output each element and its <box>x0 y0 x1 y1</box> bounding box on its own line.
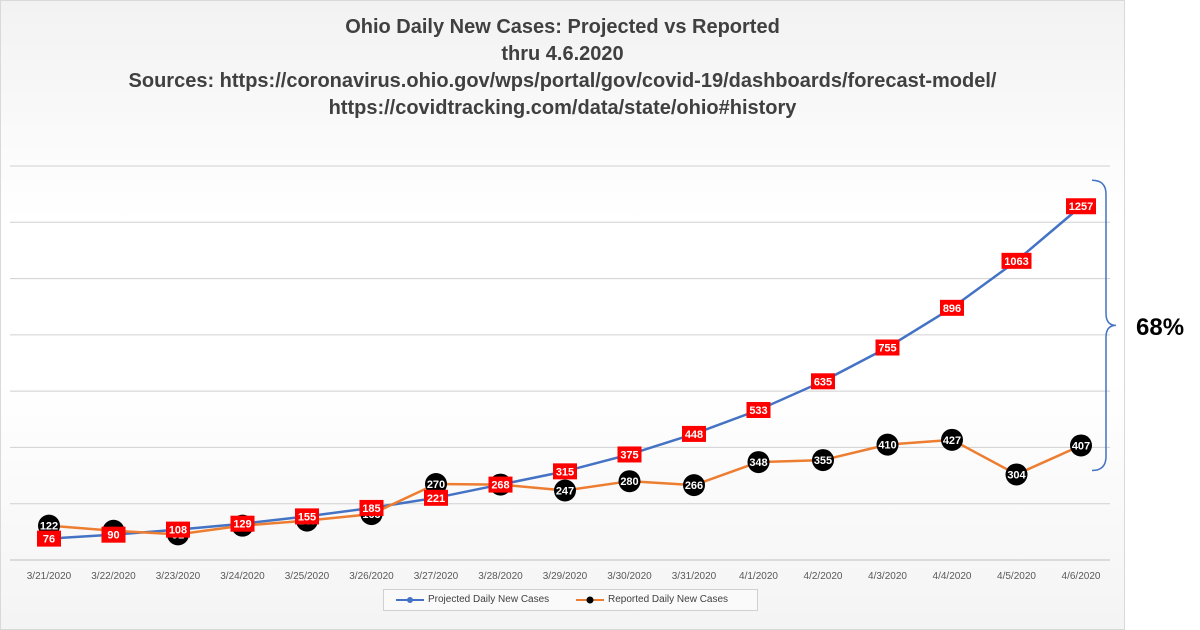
reported-data-label: 247 <box>556 485 574 497</box>
projected-label-box <box>37 530 61 547</box>
x-tick-label: 3/31/2020 <box>672 571 717 582</box>
reported-point <box>941 428 963 451</box>
projected-label-box <box>230 515 255 532</box>
projected-label-box <box>359 499 384 516</box>
reported-point <box>747 451 770 474</box>
projected-data-label: 896 <box>943 303 961 315</box>
projected-label-box <box>811 373 835 390</box>
projected-data-label: 315 <box>556 466 574 478</box>
projected-label-box <box>617 446 642 463</box>
projected-label-box <box>553 463 577 480</box>
chart-title: Ohio Daily New Cases: Projected vs Repor… <box>0 14 1125 122</box>
percent-annotation: 68% <box>1136 314 1185 341</box>
projected-label-box <box>424 489 448 506</box>
x-tick-label: 3/26/2020 <box>349 571 394 582</box>
x-tick-label: 3/21/2020 <box>27 571 72 582</box>
x-tick-label: 3/27/2020 <box>414 571 459 582</box>
projected-data-label: 90 <box>107 530 119 542</box>
projected-label-box <box>101 526 126 543</box>
x-tick-label: 4/2/2020 <box>804 571 843 582</box>
projected-label-box <box>940 299 964 316</box>
title-line-4: https://covidtracking.com/data/state/ohi… <box>328 97 797 119</box>
projected-label-box <box>746 401 771 418</box>
x-tick-label: 3/30/2020 <box>607 571 652 582</box>
x-tick-label: 4/1/2020 <box>739 571 778 582</box>
title-line-2: thru 4.6.2020 <box>501 43 624 65</box>
projected-data-label: 375 <box>620 449 638 461</box>
reported-point <box>812 449 834 472</box>
x-tick-label: 3/23/2020 <box>156 571 201 582</box>
x-tick-label: 3/29/2020 <box>543 571 588 582</box>
reported-data-label: 348 <box>749 457 767 469</box>
projected-label-box <box>488 476 513 493</box>
projected-label-box <box>875 339 900 356</box>
x-tick-label: 3/28/2020 <box>478 571 523 582</box>
title-line-1: Ohio Daily New Cases: Projected vs Repor… <box>345 16 780 38</box>
legend-label-projected: Projected Daily New Cases <box>428 594 550 605</box>
x-tick-label: 4/5/2020 <box>997 571 1036 582</box>
reported-point <box>1005 463 1028 486</box>
x-tick-label: 3/25/2020 <box>285 571 330 582</box>
reported-point <box>1070 434 1092 457</box>
projected-data-label: 1063 <box>1004 256 1028 268</box>
x-tick-label: 4/4/2020 <box>933 571 972 582</box>
projected-data-label: 755 <box>878 343 896 355</box>
x-tick-label: 3/24/2020 <box>220 571 265 582</box>
projected-data-label: 635 <box>814 376 832 388</box>
reported-data-label: 266 <box>685 480 703 492</box>
reported-data-label: 410 <box>878 440 896 452</box>
reported-point <box>554 479 576 502</box>
projected-data-label: 155 <box>298 511 316 523</box>
reported-point <box>876 433 899 456</box>
reported-data-label: 427 <box>943 435 961 447</box>
projected-data-label: 448 <box>685 429 703 441</box>
projected-label-box <box>1001 252 1032 269</box>
projected-data-label: 268 <box>491 480 509 492</box>
projected-label-box <box>1066 198 1096 215</box>
projected-data-label: 533 <box>749 405 767 417</box>
x-tick-label: 4/3/2020 <box>868 571 907 582</box>
x-tick-label: 3/22/2020 <box>91 571 136 582</box>
reported-data-label: 122 <box>40 521 58 533</box>
legend-label-reported: Reported Daily New Cases <box>608 594 729 605</box>
reported-point <box>425 473 447 496</box>
difference-brace <box>1091 179 1117 472</box>
projected-label-box <box>166 521 190 538</box>
projected-data-label: 1257 <box>1069 201 1093 213</box>
reported-data-label: 280 <box>620 476 638 488</box>
projected-label-box <box>295 508 319 525</box>
reported-data-label: 304 <box>1007 469 1026 481</box>
projected-label-box <box>682 425 706 442</box>
legend: Projected Daily New Cases Reported Daily… <box>383 589 758 611</box>
projected-data-label: 221 <box>427 493 445 505</box>
projected-data-label: 108 <box>169 525 187 537</box>
projected-data-label: 76 <box>43 534 55 546</box>
reported-point <box>618 470 641 493</box>
reported-data-label: 270 <box>427 479 445 491</box>
projected-data-label: 185 <box>362 503 380 515</box>
reported-data-label: 407 <box>1072 440 1090 452</box>
reported-data-label: 355 <box>814 455 832 467</box>
reported-point <box>683 474 705 497</box>
projected-data-label: 129 <box>233 519 251 531</box>
title-line-3: Sources: https://coronavirus.ohio.gov/wp… <box>128 70 997 92</box>
x-tick-label: 4/6/2020 <box>1062 571 1101 582</box>
